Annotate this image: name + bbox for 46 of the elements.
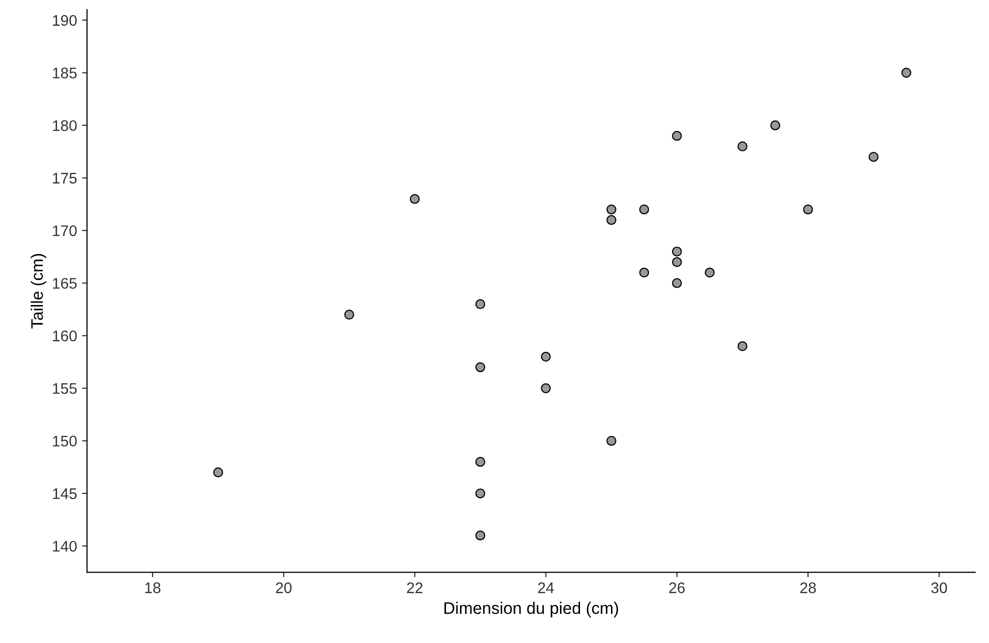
point <box>475 299 486 310</box>
y-tick-label: 140 <box>52 540 77 552</box>
point <box>475 362 486 372</box>
x-tick-label: 20 <box>276 582 292 594</box>
x-tick-label: 22 <box>407 582 422 594</box>
point <box>344 310 354 320</box>
y-tick-label: 160 <box>52 330 77 342</box>
point <box>410 194 420 204</box>
y-tick-label: 145 <box>52 488 77 500</box>
x-tick-label: 30 <box>931 582 948 594</box>
point <box>704 268 715 278</box>
x-tick-label: 18 <box>145 582 160 594</box>
y-tick-label: 185 <box>52 68 77 78</box>
point <box>672 246 682 256</box>
x-tick-label: 24 <box>538 582 554 594</box>
point <box>639 268 650 278</box>
x-tick-label: 28 <box>800 582 816 594</box>
y-tick-label: 190 <box>52 15 77 26</box>
point <box>770 120 780 130</box>
y-tick-label: 180 <box>52 120 77 132</box>
point <box>901 68 912 78</box>
point <box>868 152 879 162</box>
y-axis-title: Taille (cm) <box>30 254 46 329</box>
point <box>540 383 551 394</box>
point <box>672 130 682 141</box>
y-tick-label: 155 <box>52 383 77 394</box>
x-axis-title: Dimension du pied (cm) <box>444 602 618 618</box>
y-tick-label: 175 <box>52 172 77 184</box>
y-tick-label: 165 <box>52 278 77 289</box>
point <box>672 278 682 288</box>
point <box>672 257 682 267</box>
point <box>606 215 616 225</box>
y-tick-label: 150 <box>52 436 77 446</box>
x-tick-label: 26 <box>669 582 685 594</box>
point <box>475 488 486 498</box>
point <box>606 204 616 214</box>
point <box>738 141 748 152</box>
point <box>475 530 486 540</box>
point <box>639 204 650 214</box>
point <box>213 467 224 478</box>
point <box>606 436 616 446</box>
point <box>803 204 813 214</box>
y-tick-label: 170 <box>52 225 77 236</box>
point <box>738 341 748 352</box>
point <box>475 456 486 467</box>
point <box>540 352 551 362</box>
